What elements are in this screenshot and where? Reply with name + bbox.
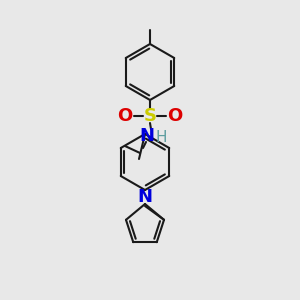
- Text: N: N: [140, 127, 154, 145]
- Text: O: O: [117, 107, 133, 125]
- Text: H: H: [155, 130, 167, 146]
- Text: N: N: [137, 188, 152, 206]
- Text: S: S: [143, 107, 157, 125]
- Text: O: O: [167, 107, 183, 125]
